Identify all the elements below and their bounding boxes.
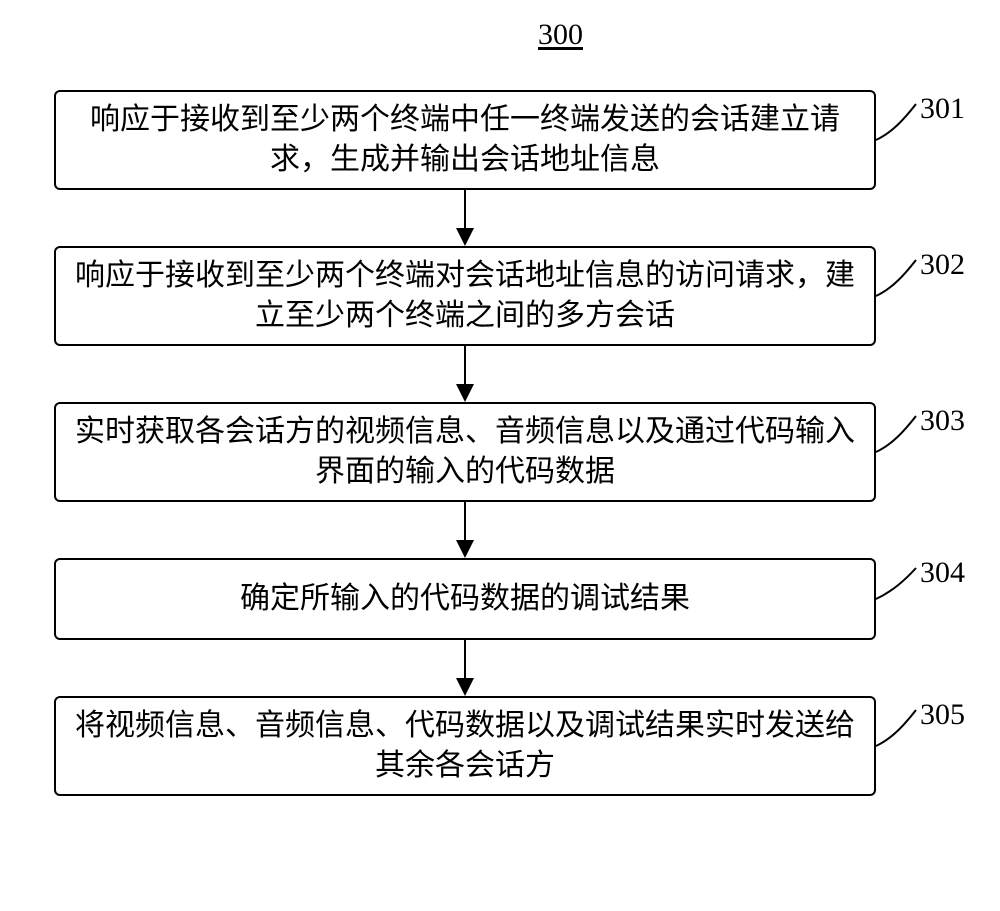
arrow-head-icon xyxy=(456,540,474,558)
step-number-305: 305 xyxy=(920,698,965,732)
flow-step-text: 响应于接收到至少两个终端对会话地址信息的访问请求，建立至少两个终端之间的多方会话 xyxy=(66,256,864,337)
figure-title: 300 xyxy=(538,18,583,52)
leader-line xyxy=(876,104,916,140)
flow-step-text: 确定所输入的代码数据的调试结果 xyxy=(240,579,690,620)
flowchart-canvas: 300 响应于接收到至少两个终端中任一终端发送的会话建立请求，生成并输出会话地址… xyxy=(0,0,1000,911)
flow-step-step3: 实时获取各会话方的视频信息、音频信息以及通过代码输入界面的输入的代码数据 xyxy=(54,402,876,502)
step-number-301: 301 xyxy=(920,92,965,126)
arrow-head-icon xyxy=(456,228,474,246)
leader-line xyxy=(876,710,916,746)
leader-line xyxy=(876,416,916,452)
step-number-303: 303 xyxy=(920,404,965,438)
leader-line xyxy=(876,260,916,296)
flow-step-step1: 响应于接收到至少两个终端中任一终端发送的会话建立请求，生成并输出会话地址信息 xyxy=(54,90,876,190)
flow-step-text: 将视频信息、音频信息、代码数据以及调试结果实时发送给其余各会话方 xyxy=(66,706,864,787)
flow-step-text: 响应于接收到至少两个终端中任一终端发送的会话建立请求，生成并输出会话地址信息 xyxy=(66,100,864,181)
flow-step-step4: 确定所输入的代码数据的调试结果 xyxy=(54,558,876,640)
step-number-302: 302 xyxy=(920,248,965,282)
leader-line xyxy=(876,568,916,599)
arrow-head-icon xyxy=(456,678,474,696)
flow-step-step2: 响应于接收到至少两个终端对会话地址信息的访问请求，建立至少两个终端之间的多方会话 xyxy=(54,246,876,346)
arrow-head-icon xyxy=(456,384,474,402)
step-number-304: 304 xyxy=(920,556,965,590)
flow-step-step5: 将视频信息、音频信息、代码数据以及调试结果实时发送给其余各会话方 xyxy=(54,696,876,796)
flow-step-text: 实时获取各会话方的视频信息、音频信息以及通过代码输入界面的输入的代码数据 xyxy=(66,412,864,493)
